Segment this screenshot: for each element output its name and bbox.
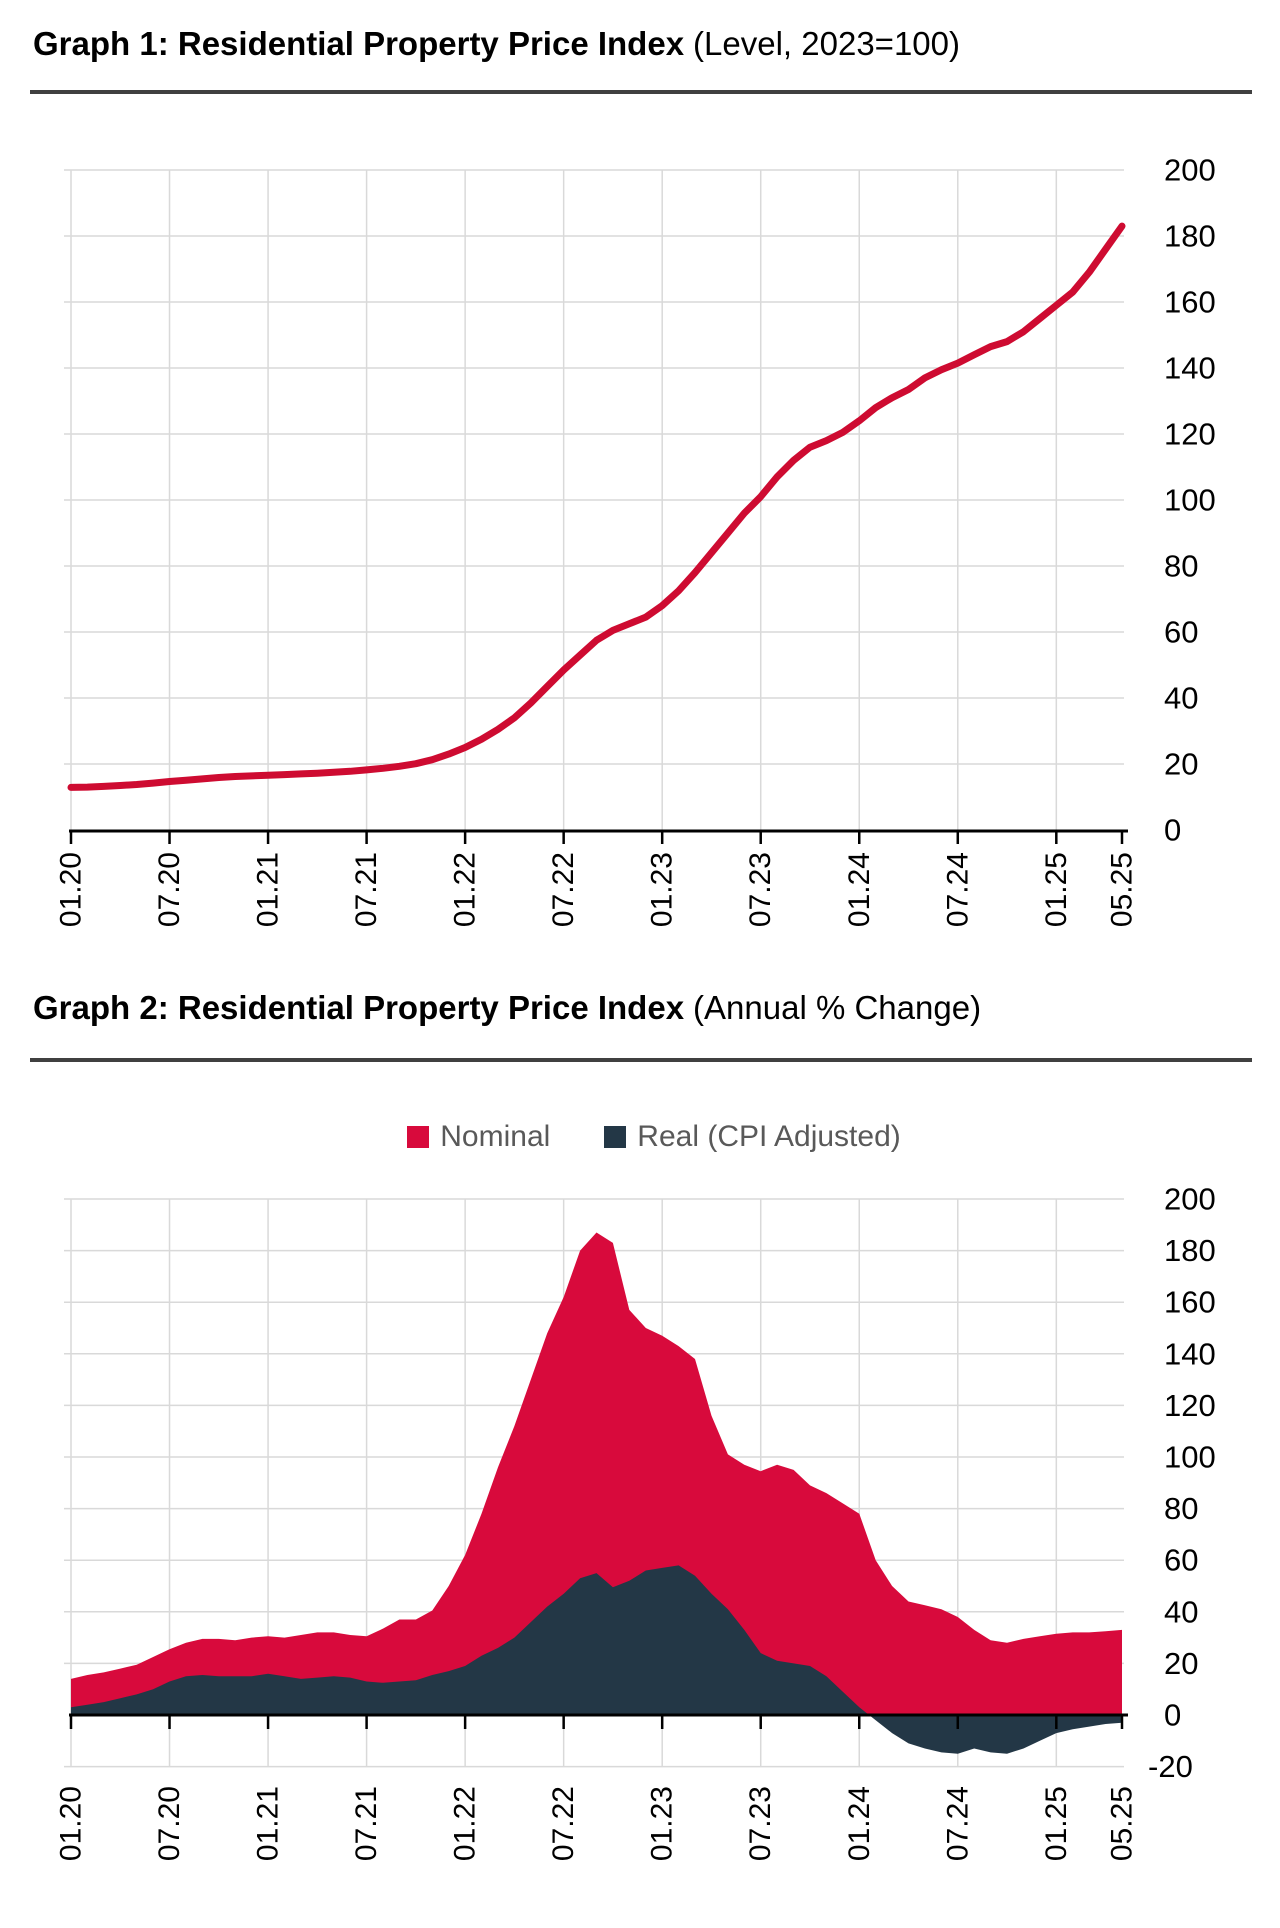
x-tick-label: 01.21 <box>252 852 285 927</box>
nominal-swatch-icon <box>407 1126 430 1148</box>
x-tick-label: 07.20 <box>153 1786 186 1861</box>
axis-labels: 01.20 07.20 01.21 07.21 01.22 07.22 01.23 07.23… <box>55 153 1216 928</box>
graph2-title-bold: Graph 2: Residential Property Price Inde… <box>33 989 685 1026</box>
y-tick-label: -20 <box>1148 1749 1193 1784</box>
y-tick-label: 200 <box>1164 153 1216 188</box>
legend-item-nominal: Nominal <box>407 1120 550 1154</box>
y-tick-label: 100 <box>1164 483 1216 518</box>
y-tick-label: 100 <box>1164 1440 1216 1475</box>
y-tick-label: 120 <box>1164 1388 1216 1423</box>
graph1-title-rule <box>30 90 1252 94</box>
y-tick-label: 0 <box>1164 1698 1181 1733</box>
x-tick-label: 01.23 <box>646 852 679 927</box>
y-tick-label: 40 <box>1164 681 1198 716</box>
x-tick-label: 01.23 <box>646 1786 679 1861</box>
graph2-plot: 01.20 07.20 01.21 07.21 01.22 07.22 01.23 07.23… <box>55 1182 1216 1862</box>
y-tick-label: 180 <box>1164 219 1216 254</box>
graph1-line <box>67 222 1126 791</box>
y-tick-label: 160 <box>1164 1285 1216 1320</box>
y-tick-label: 140 <box>1164 351 1216 386</box>
y-tick-label: 80 <box>1164 549 1198 584</box>
legend-label-nominal: Nominal <box>440 1120 551 1153</box>
x-tick-label: 01.24 <box>843 852 876 927</box>
x-tick-label: 07.22 <box>547 852 580 927</box>
x-tick-label: 01.21 <box>252 1786 285 1861</box>
x-tick-label: 07.24 <box>941 1786 974 1861</box>
x-tick-label: 01.24 <box>843 1786 876 1861</box>
y-tick-label: 60 <box>1164 615 1198 650</box>
x-tick-label: 01.20 <box>55 1786 88 1861</box>
y-tick-label: 80 <box>1164 1491 1198 1526</box>
graph2-title-rule <box>30 1058 1252 1062</box>
graph1-title-subtitle: (Level, 2023=100) <box>693 25 960 62</box>
y-tick-label: 180 <box>1164 1233 1216 1268</box>
x-tick-label: 07.20 <box>153 852 186 927</box>
x-tick-label: 01.25 <box>1040 1786 1073 1861</box>
y-tick-label: 40 <box>1164 1594 1198 1629</box>
axis-labels: 01.20 07.20 01.21 07.21 01.22 07.22 01.23 07.23… <box>55 1182 1216 1862</box>
y-tick-label: 120 <box>1164 417 1216 452</box>
x-axis <box>69 829 1128 844</box>
y-tick-label: 20 <box>1164 1646 1198 1681</box>
x-tick-label: 07.21 <box>350 1786 383 1861</box>
x-tick-label: 05.25 <box>1106 1786 1139 1861</box>
x-axis <box>69 1713 1128 1729</box>
legend-label-real: Real (CPI Adjusted) <box>637 1120 901 1153</box>
y-tick-label: 0 <box>1164 813 1181 848</box>
x-tick-label: 05.25 <box>1106 852 1139 927</box>
x-tick-label: 07.23 <box>744 1786 777 1861</box>
gridlines <box>64 169 1124 830</box>
legend-item-real: Real (CPI Adjusted) <box>604 1120 901 1154</box>
y-tick-label: 200 <box>1164 1182 1216 1217</box>
x-tick-label: 01.22 <box>449 1786 482 1861</box>
y-tick-label: 140 <box>1164 1336 1216 1371</box>
x-tick-label: 07.21 <box>350 852 383 927</box>
graph1-title-bold: Graph 1: Residential Property Price Inde… <box>33 25 685 62</box>
real-swatch-icon <box>604 1126 627 1148</box>
x-tick-label: 07.24 <box>941 852 974 927</box>
graph2-real-area <box>71 1565 1122 1754</box>
x-tick-label: 01.25 <box>1040 852 1073 927</box>
y-tick-label: 160 <box>1164 285 1216 320</box>
x-tick-label: 01.22 <box>449 852 482 927</box>
x-tick-label: 01.20 <box>55 852 88 927</box>
x-tick-label: 07.22 <box>547 1786 580 1861</box>
graph2-legend: Nominal Real (CPI Adjusted) <box>14 1120 1280 1154</box>
graph1-title: Graph 1: Residential Property Price Inde… <box>33 24 960 64</box>
graph2-title-subtitle: (Annual % Change) <box>693 989 982 1026</box>
y-tick-label: 20 <box>1164 747 1198 782</box>
x-tick-label: 07.23 <box>744 852 777 927</box>
graph2-nominal-area <box>71 1232 1122 1715</box>
graph1-plot: 01.20 07.20 01.21 07.21 01.22 07.22 01.23 07.23… <box>55 153 1216 928</box>
graph2-title: Graph 2: Residential Property Price Inde… <box>33 988 981 1028</box>
y-tick-label: 60 <box>1164 1543 1198 1578</box>
